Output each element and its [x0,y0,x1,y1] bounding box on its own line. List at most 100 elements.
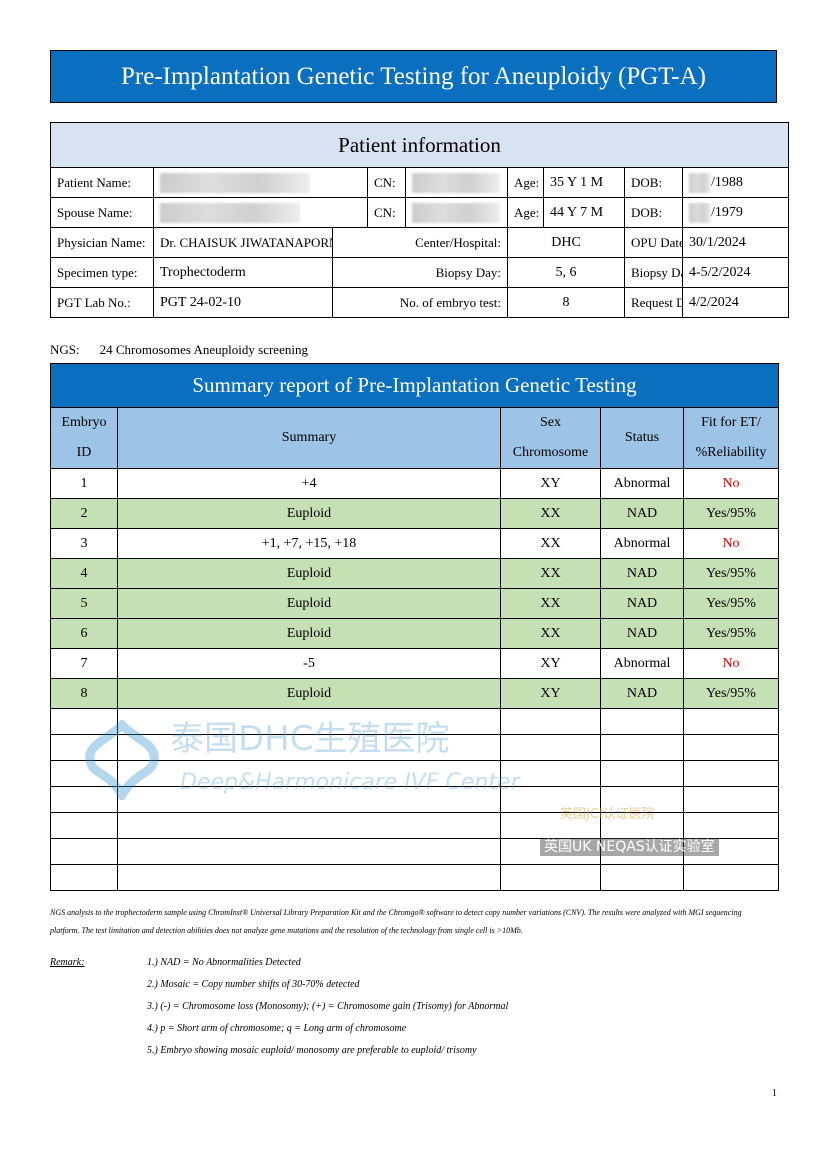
empty-cell [682,708,780,735]
embryo-id: 8 [50,678,118,709]
specimen-type: Trophectoderm [153,257,333,288]
empty-cell [117,838,501,865]
empty-cell [117,760,501,787]
remark-item: 5.) Embryo showing mosaic euploid/ monos… [147,1045,477,1056]
sex-chromosome: XX [500,498,601,529]
empty-cell [117,734,501,761]
empty-cell [682,786,780,813]
spouse-cn-label: CN: [367,197,406,228]
empty-row [50,760,780,787]
empty-cell [117,864,501,891]
empty-cell [500,864,601,891]
patient-dob-year: /1988 [711,174,743,190]
embryo-summary: -5 [117,648,501,679]
embryo-summary: +4 [117,468,501,499]
embryo-status: NAD [600,588,684,619]
empty-cell [600,734,684,761]
empty-cell [50,786,118,813]
remark-item: 4.) p = Short arm of chromosome; q = Lon… [147,1023,407,1034]
fit-for-et: Yes/95% [682,588,780,619]
empty-cell [682,864,780,891]
sex-chromosome: XY [500,468,601,499]
patient-name-label: Patient Name: [50,167,154,198]
empty-cell [500,760,601,787]
ngs-label: NGS: [50,342,80,357]
physician-name: Dr. CHAISUK JIWATANAPORN [153,227,333,258]
embryo-id: 4 [50,558,118,589]
embryo-summary: Euploid [117,558,501,589]
sex-chromosome: XY [500,678,601,709]
embryo-row: 6 Euploid XX NAD Yes/95% [50,618,780,649]
biopsy-day-label: Biopsy Day: [332,257,508,288]
embryo-id: 2 [50,498,118,529]
empty-cell [600,864,684,891]
embryo-id: 5 [50,588,118,619]
embryo-id: 1 [50,468,118,499]
remark-item: 3.) (-) = Chromosome loss (Monosomy); (+… [147,1001,509,1012]
empty-cell [682,760,780,787]
empty-cell [500,708,601,735]
empty-cell [600,812,684,839]
request-date-label: Request Date: [624,287,683,318]
opu-date-label: OPU Date: [624,227,683,258]
fit-for-et: No [682,648,780,679]
sex-chromosome: XX [500,588,601,619]
patient-age: 35 Y 1 M [543,167,625,198]
empty-cell [500,786,601,813]
empty-cell [682,838,780,865]
embryo-summary: Euploid [117,588,501,619]
embryo-row: 5 Euploid XX NAD Yes/95% [50,588,780,619]
sex-chromosome: XX [500,618,601,649]
method-note-2: platform. The test limitation and detect… [50,926,523,935]
col-fit-for-et: Fit for ET/ %Reliability [682,407,780,469]
embryo-row: 4 Euploid XX NAD Yes/95% [50,558,780,589]
embryo-count: 8 [507,287,625,318]
sex-chromosome: XY [500,648,601,679]
empty-cell [50,812,118,839]
embryo-row: 3 +1, +7, +15, +18 XX Abnormal No [50,528,780,559]
center-label: Center/Hospital: [332,227,508,258]
ngs-value: 24 Chromosomes Aneuploidy screening [99,342,308,357]
empty-cell [50,838,118,865]
sex-chromosome: XX [500,528,601,559]
empty-cell [600,786,684,813]
ngs-line: NGS: 24 Chromosomes Aneuploidy screening [50,342,328,358]
embryo-id: 6 [50,618,118,649]
embryo-summary: Euploid [117,618,501,649]
report-title: Pre-Implantation Genetic Testing for Ane… [50,50,777,103]
col-summary: Summary [117,407,501,469]
remark-item: 1.) NAD = No Abnormalities Detected [147,957,301,968]
embryo-summary: Euploid [117,498,501,529]
embryo-status: NAD [600,618,684,649]
spouse-cn-redacted [405,197,508,228]
empty-cell [500,812,601,839]
col-embryo-id: Embryo ID [50,407,118,469]
fit-for-et: Yes/95% [682,498,780,529]
embryo-summary: Euploid [117,678,501,709]
center-value: DHC [507,227,625,258]
spouse-name-redacted [153,197,368,228]
empty-cell [50,760,118,787]
empty-cell [600,708,684,735]
empty-row [50,838,780,865]
patient-cn-label: CN: [367,167,406,198]
embryo-row: 1 +4 XY Abnormal No [50,468,780,499]
empty-cell [117,708,501,735]
patient-age-label: Age: [507,167,544,198]
empty-cell [50,864,118,891]
empty-row [50,812,780,839]
summary-table: Summary report of Pre-Implantation Genet… [49,363,780,891]
embryo-status: NAD [600,558,684,589]
summary-heading: Summary report of Pre-Implantation Genet… [49,363,780,408]
patient-name-redacted [153,167,368,198]
patient-info-heading: Patient information [49,122,790,168]
patient-info-table: Patient information Patient Name: CN: Ag… [49,122,790,318]
embryo-status: Abnormal [600,528,684,559]
patient-cn-redacted [405,167,508,198]
embryo-status: NAD [600,498,684,529]
embryo-count-label: No. of embryo test: [332,287,508,318]
fit-for-et: Yes/95% [682,558,780,589]
fit-for-et: Yes/95% [682,618,780,649]
empty-row [50,734,780,761]
embryo-summary: +1, +7, +15, +18 [117,528,501,559]
